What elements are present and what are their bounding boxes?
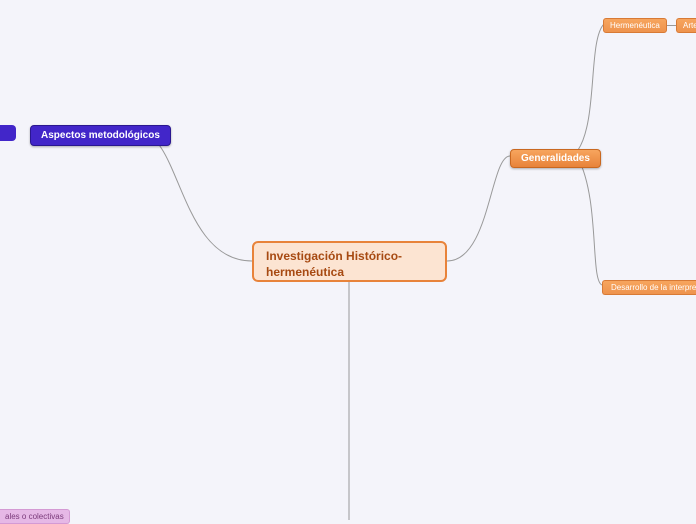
- hermeneutica-node[interactable]: Hermenéutica: [603, 18, 667, 33]
- desarrollo-node[interactable]: Desarrollo de la interpretación c: [602, 280, 696, 295]
- purple-stub-node[interactable]: [0, 125, 16, 141]
- generalidades-node[interactable]: Generalidades: [510, 149, 601, 168]
- colectivas-node[interactable]: ales o colectivas: [0, 509, 70, 524]
- aspectos-node[interactable]: Aspectos metodológicos: [30, 125, 171, 146]
- arte-label: Arte d: [683, 21, 696, 30]
- generalidades-label: Generalidades: [521, 153, 590, 164]
- aspectos-label: Aspectos metodológicos: [41, 130, 160, 141]
- hermeneutica-label: Hermenéutica: [610, 21, 660, 30]
- central-title: Investigación Histórico-hermenéutica: [266, 249, 433, 280]
- arte-node[interactable]: Arte d: [676, 18, 696, 33]
- desarrollo-label: Desarrollo de la interpretación c: [611, 283, 696, 292]
- central-node[interactable]: Investigación Histórico-hermenéutica: [252, 241, 447, 282]
